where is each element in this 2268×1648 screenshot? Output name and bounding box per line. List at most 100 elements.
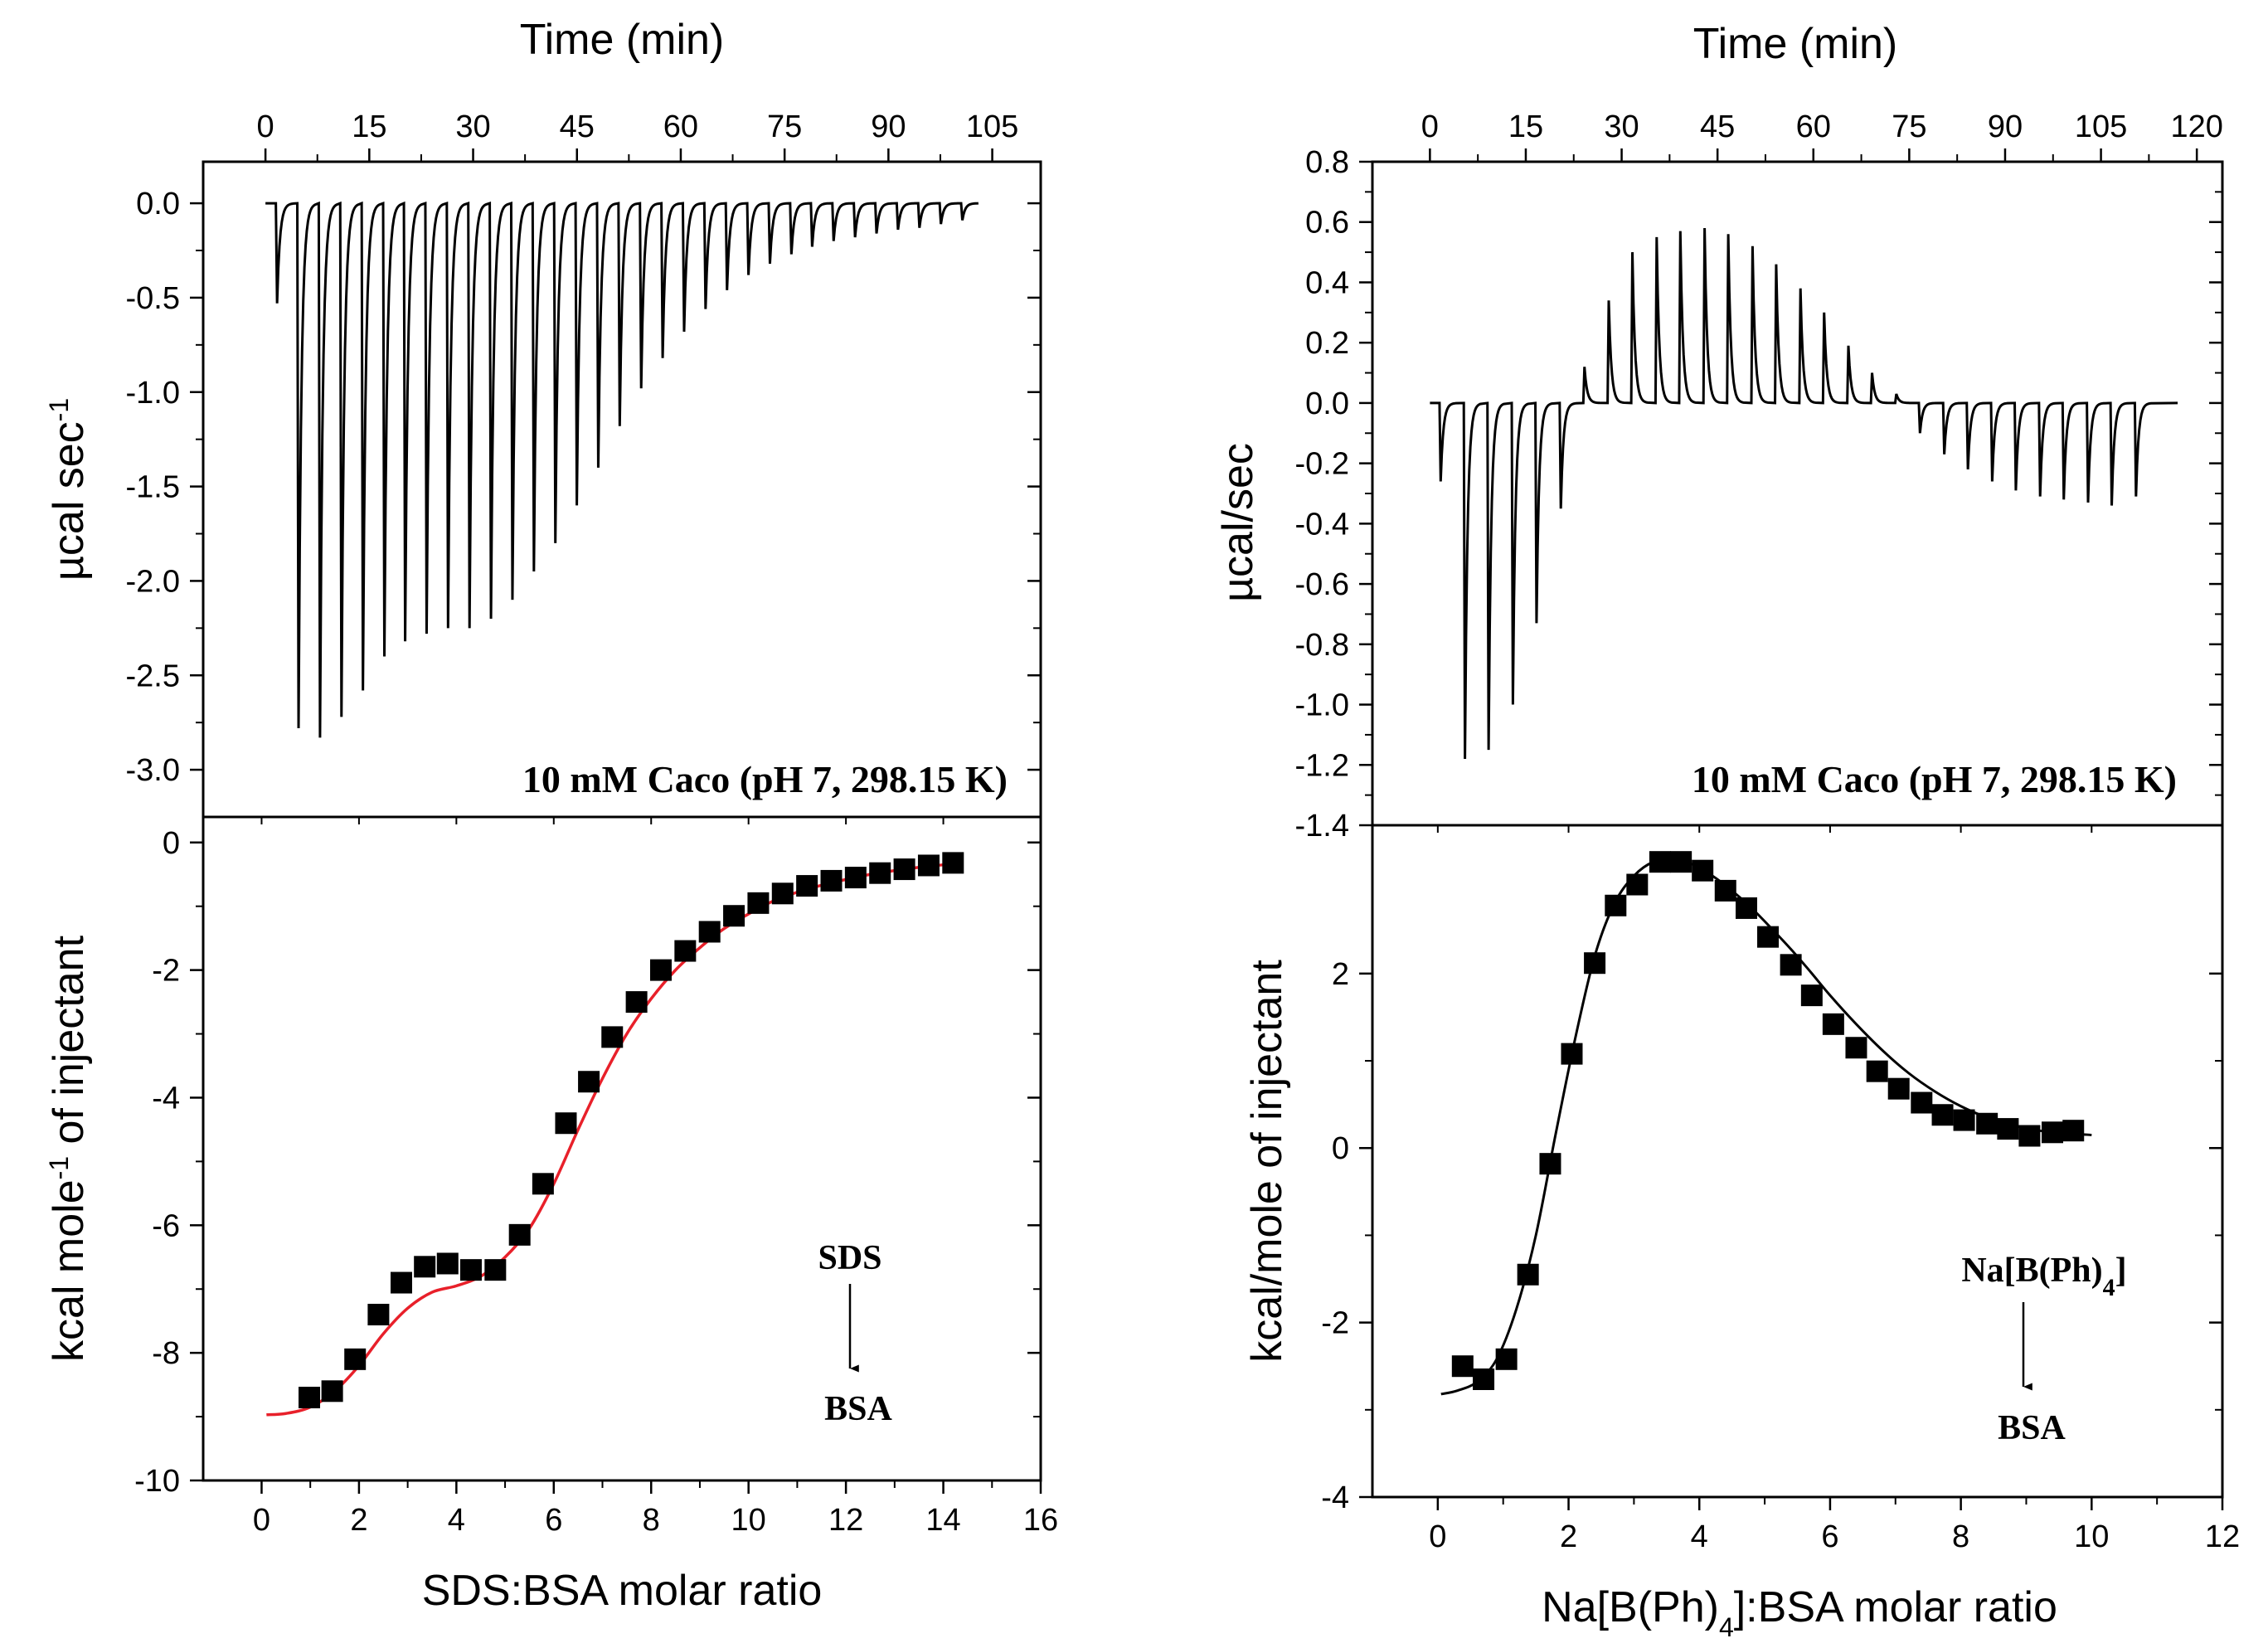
x-tick-label: 105 xyxy=(966,109,1018,144)
y-tick-label: -0.6 xyxy=(1295,567,1349,602)
naph-data-point xyxy=(1736,897,1757,919)
naph-integrated-panel: 0 2 4 6 8 10 12 2 0 -2 -4 Na[B(Ph)4]:BSA molar rat… xyxy=(1243,824,2240,1642)
naph-data-point xyxy=(1931,1104,1954,1126)
naph-annotation-target: BSA xyxy=(1998,1409,2066,1447)
sds-annotation-source: SDS xyxy=(818,1239,881,1277)
sds-integrated-y-title-sup: -1 xyxy=(44,1156,74,1179)
sds-data-point xyxy=(771,882,794,905)
y-tick-label: 2 xyxy=(1332,957,1349,992)
sds-data-point xyxy=(747,892,770,914)
x-tick-label: 6 xyxy=(1821,1519,1838,1554)
x-tick-label: 15 xyxy=(1508,109,1543,144)
naph-thermogram-frame xyxy=(1371,160,2224,827)
sds-data-point xyxy=(649,959,672,981)
sds-data-point xyxy=(436,1252,459,1275)
naph-data-point xyxy=(1561,1043,1583,1065)
sds-data-point xyxy=(869,862,891,884)
sds-data-point xyxy=(723,905,745,927)
naph-x-title-subscript: 4 xyxy=(1719,1612,1734,1642)
naph-data-point xyxy=(1539,1153,1561,1175)
naph-data-points xyxy=(1451,851,2085,1390)
x-tick-label: 4 xyxy=(448,1503,465,1538)
y-tick-label: 0.0 xyxy=(1305,386,1349,421)
naph-fit-curve xyxy=(1440,858,2092,1396)
x-tick-label: 30 xyxy=(1604,109,1639,144)
x-tick-label: 4 xyxy=(1691,1519,1708,1554)
naph-data-point xyxy=(1997,1118,2019,1140)
sds-integrated-y-title: kcal mole-1 of injectant xyxy=(44,935,93,1362)
x-tick-label: 90 xyxy=(1988,109,2023,144)
x-tick-label: 45 xyxy=(560,109,595,144)
y-tick-label: 0.2 xyxy=(1305,326,1349,361)
sds-data-point xyxy=(942,852,964,874)
sds-data-point xyxy=(390,1271,412,1294)
x-tick-label: 14 xyxy=(925,1503,960,1538)
sds-data-point xyxy=(796,875,818,897)
sds-data-point xyxy=(555,1112,577,1135)
y-tick-label: -2 xyxy=(152,954,180,989)
naph-data-point xyxy=(1866,1060,1888,1082)
x-tick-label: 0 xyxy=(257,109,274,144)
sds-integrated-panel: 0 2 4 6 8 10 12 14 16 0 -2 -4 -6 -8 -10 SDS:BSA molar … xyxy=(44,815,1058,1615)
x-tick-label: 30 xyxy=(455,109,490,144)
x-tick-label: 2 xyxy=(350,1503,367,1538)
y-tick-label: -8 xyxy=(152,1336,180,1371)
sds-data-point xyxy=(578,1071,600,1093)
y-tick-label: -0.8 xyxy=(1295,628,1349,663)
y-tick-label: 0.8 xyxy=(1305,145,1349,180)
y-tick-label: -1.0 xyxy=(1295,688,1349,723)
naph-integrated-ticks: 0 2 4 6 8 10 12 2 0 -2 -4 xyxy=(1321,825,2240,1554)
sds-data-points xyxy=(299,852,964,1408)
naph-data-point xyxy=(1714,879,1736,902)
sds-figure: 0 15 30 45 60 75 90 1050.0-0.5-1.0-1.5-2.0-2.5-… xyxy=(44,16,1058,1615)
naph-annotation-source: Na[B(Ph)4] xyxy=(1961,1252,2126,1301)
sds-time-axis-title: Time (min) xyxy=(520,16,725,64)
sds-integrated-frame xyxy=(202,815,1042,1482)
y-tick-label: -2.5 xyxy=(126,659,180,693)
x-tick-label: 12 xyxy=(2205,1519,2240,1554)
naph-data-point xyxy=(1976,1112,1998,1135)
y-tick-label: -6 xyxy=(152,1208,180,1243)
naph-data-point xyxy=(1757,926,1780,948)
y-tick-label: -1.0 xyxy=(126,376,180,411)
x-tick-label: 8 xyxy=(643,1503,660,1538)
y-tick-label: -4 xyxy=(152,1081,180,1116)
sds-thermogram-y-title: µcal sec-1 xyxy=(44,398,93,581)
y-tick-label: 0.6 xyxy=(1305,206,1349,241)
sds-data-point xyxy=(698,921,721,943)
sds-data-point xyxy=(414,1256,436,1278)
y-tick-label: -0.4 xyxy=(1295,507,1349,542)
y-tick-label: -2 xyxy=(1321,1306,1349,1341)
y-tick-label: -1.2 xyxy=(1295,748,1349,783)
sds-thermogram-frame xyxy=(202,160,1042,819)
naph-thermogram-panel: 0 15 30 45 60 75 90 105 120 0.8 0.6 0.4 0.2 0.0 -0.2 -0… xyxy=(1214,20,2224,843)
sds-data-point xyxy=(820,869,843,892)
naph-molar-ratio-axis-title: Na[B(Ph)4]:BSA molar ratio xyxy=(1542,1583,2057,1642)
y-tick-label: 0 xyxy=(163,826,180,861)
x-tick-label: 75 xyxy=(1892,109,1926,144)
naph-annotation-subscript: 4 xyxy=(2103,1274,2115,1301)
y-tick-label: -4 xyxy=(1321,1480,1349,1515)
naph-data-point xyxy=(1584,952,1606,975)
naph-data-point xyxy=(1953,1109,1975,1131)
naph-data-point xyxy=(1517,1263,1539,1286)
naph-data-point xyxy=(1911,1091,1933,1114)
sds-data-point xyxy=(508,1223,531,1246)
sds-molar-ratio-axis-title: SDS:BSA molar ratio xyxy=(422,1567,823,1615)
sds-integrated-ticks: 0 2 4 6 8 10 12 14 16 0 -2 -4 -6 -8 -10 xyxy=(134,817,1058,1538)
naph-data-point xyxy=(2018,1125,2041,1147)
x-tick-label: 16 xyxy=(1023,1503,1058,1538)
naph-data-point xyxy=(2042,1121,2063,1144)
naph-data-point xyxy=(1822,1013,1844,1035)
sds-data-point xyxy=(601,1026,624,1048)
naph-data-point xyxy=(1451,1355,1474,1378)
naph-data-point xyxy=(1800,984,1823,1007)
naph-thermogram-ticks: 0 15 30 45 60 75 90 105 120 0.8 0.6 0.4 0.2 0.0 -0.2 -0… xyxy=(1295,109,2223,843)
x-tick-label: 120 xyxy=(2170,109,2222,144)
sds-data-point xyxy=(459,1259,482,1281)
sds-data-point xyxy=(484,1259,507,1281)
x-tick-label: 0 xyxy=(1429,1519,1446,1554)
naph-data-point xyxy=(1887,1077,1910,1100)
y-tick-label: -0.2 xyxy=(1295,447,1349,482)
